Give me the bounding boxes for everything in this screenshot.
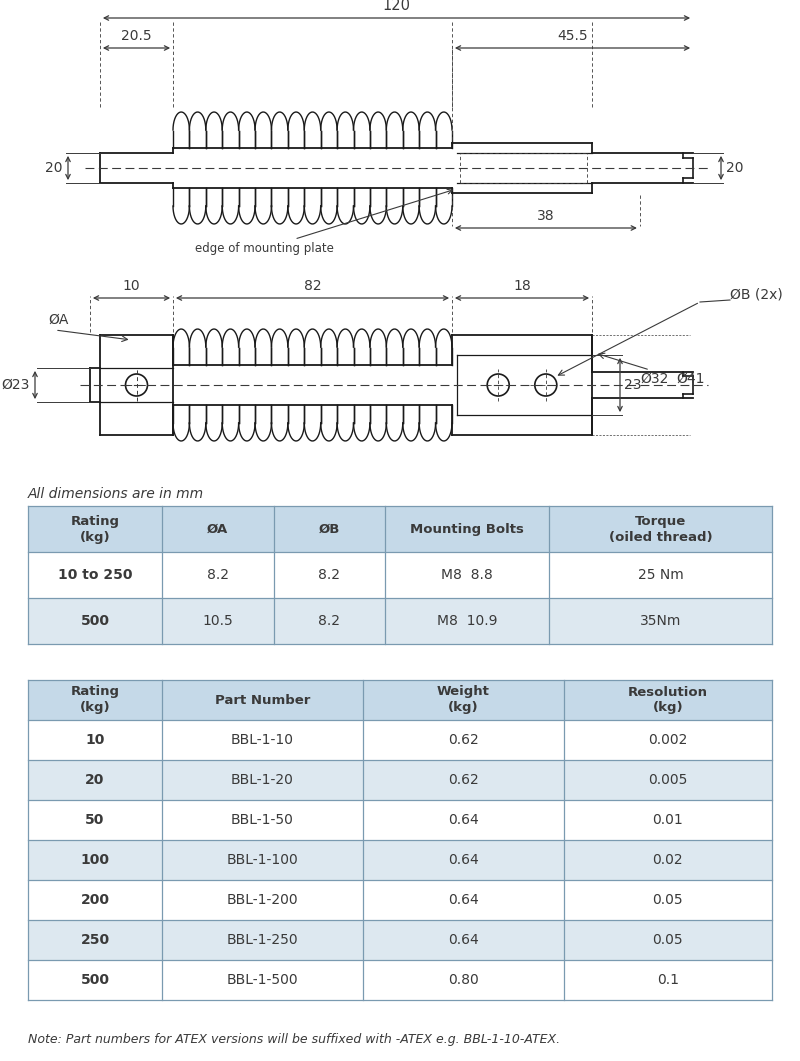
Text: M8  10.9: M8 10.9 <box>437 614 498 628</box>
Text: 0.02: 0.02 <box>653 853 683 867</box>
Text: 0.62: 0.62 <box>448 733 478 747</box>
Text: BBL-1-100: BBL-1-100 <box>226 853 298 867</box>
Text: 20: 20 <box>726 161 743 175</box>
Bar <box>28 880 772 920</box>
Bar <box>28 800 772 840</box>
Text: 0.64: 0.64 <box>448 853 478 867</box>
Text: 0.64: 0.64 <box>448 813 478 827</box>
Text: 0.64: 0.64 <box>448 933 478 947</box>
Text: Resolution
(kg): Resolution (kg) <box>628 685 708 714</box>
Text: BBL-1-10: BBL-1-10 <box>231 733 294 747</box>
Text: BBL-1-20: BBL-1-20 <box>231 773 294 787</box>
Text: BBL-1-200: BBL-1-200 <box>226 893 298 907</box>
Text: Note: Part numbers for ATEX versions will be suffixed with -ATEX e.g. BBL-1-10-A: Note: Part numbers for ATEX versions wil… <box>28 1033 560 1046</box>
Text: ØA: ØA <box>207 522 228 536</box>
Bar <box>28 720 772 760</box>
Text: 0.64: 0.64 <box>448 893 478 907</box>
Text: BBL-1-500: BBL-1-500 <box>226 973 298 987</box>
Text: 82: 82 <box>304 279 322 293</box>
Text: Rating
(kg): Rating (kg) <box>70 685 119 714</box>
Text: 10 to 250: 10 to 250 <box>58 568 132 582</box>
Bar <box>28 680 772 720</box>
Text: BBL-1-250: BBL-1-250 <box>226 933 298 947</box>
Text: 8.2: 8.2 <box>318 614 340 628</box>
Text: 35Nm: 35Nm <box>640 614 681 628</box>
Text: All dimensions are in mm: All dimensions are in mm <box>28 487 204 501</box>
Text: Rating
(kg): Rating (kg) <box>70 515 119 543</box>
Text: 500: 500 <box>81 973 110 987</box>
Text: Weight
(kg): Weight (kg) <box>437 685 490 714</box>
Text: ØA: ØA <box>48 313 68 327</box>
Text: 250: 250 <box>80 933 110 947</box>
Text: ØB: ØB <box>318 522 340 536</box>
Text: Torque
(oiled thread): Torque (oiled thread) <box>609 515 712 543</box>
Bar <box>28 920 772 960</box>
Bar <box>28 960 772 1001</box>
Bar <box>28 552 772 598</box>
Bar <box>28 840 772 880</box>
Text: Ø41: Ø41 <box>676 372 705 386</box>
Bar <box>28 598 772 644</box>
Text: 0.80: 0.80 <box>448 973 478 987</box>
Text: 8.2: 8.2 <box>318 568 340 582</box>
Text: 0.1: 0.1 <box>657 973 679 987</box>
Text: 18: 18 <box>513 279 531 293</box>
Text: 120: 120 <box>382 0 410 13</box>
Text: BBL-1-50: BBL-1-50 <box>231 813 294 827</box>
Text: 20.5: 20.5 <box>121 29 152 44</box>
Text: Mounting Bolts: Mounting Bolts <box>410 522 524 536</box>
Text: 200: 200 <box>81 893 110 907</box>
Text: 38: 38 <box>537 209 554 223</box>
Text: 45.5: 45.5 <box>557 29 588 44</box>
Text: 25 Nm: 25 Nm <box>638 568 683 582</box>
Text: M8  8.8: M8 8.8 <box>441 568 493 582</box>
Text: Ø32: Ø32 <box>640 372 668 386</box>
Text: Ø23: Ø23 <box>2 378 30 392</box>
Text: 20: 20 <box>46 161 63 175</box>
Text: 100: 100 <box>81 853 110 867</box>
Text: 0.002: 0.002 <box>648 733 687 747</box>
Text: Part Number: Part Number <box>214 694 310 707</box>
Text: 20: 20 <box>86 773 105 787</box>
Text: 0.05: 0.05 <box>653 933 683 947</box>
Bar <box>28 506 772 552</box>
Text: 10: 10 <box>122 279 140 293</box>
Text: edge of mounting plate: edge of mounting plate <box>195 189 452 255</box>
Text: 10: 10 <box>86 733 105 747</box>
Text: 50: 50 <box>86 813 105 827</box>
Text: 0.05: 0.05 <box>653 893 683 907</box>
Text: ØB (2x): ØB (2x) <box>730 288 782 302</box>
Text: 8.2: 8.2 <box>206 568 229 582</box>
Bar <box>28 760 772 800</box>
Text: 0.005: 0.005 <box>648 773 687 787</box>
Text: 0.01: 0.01 <box>653 813 683 827</box>
Text: 10.5: 10.5 <box>202 614 233 628</box>
Text: 0.62: 0.62 <box>448 773 478 787</box>
Text: 23: 23 <box>624 378 642 392</box>
Text: 500: 500 <box>81 614 110 628</box>
